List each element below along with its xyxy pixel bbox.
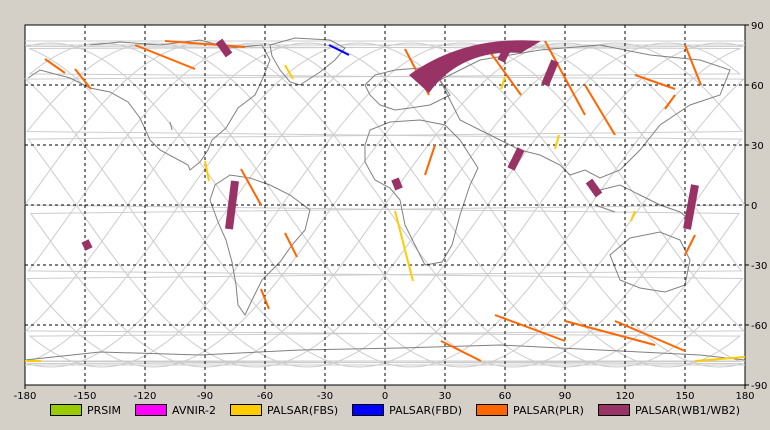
swath-palsar-fbs [500, 76, 506, 90]
y-tick-label: 30 [751, 141, 764, 152]
x-tick-label: 0 [382, 391, 388, 402]
legend-item: PALSAR(FBS) [229, 403, 339, 417]
swath-palsar-plr [440, 340, 482, 362]
coverage-swaths [25, 38, 746, 362]
swath-palsar-plr [424, 144, 436, 176]
swath-palsar-plr [544, 40, 586, 116]
swath-palsar-wb1-wb2 [81, 239, 93, 251]
coast-europe [364, 67, 451, 111]
legend-label: PALSAR(FBS) [266, 403, 339, 417]
swath-palsar-wb1-wb2 [507, 147, 525, 171]
swath-palsar-plr [260, 288, 270, 310]
x-tick-label: 90 [559, 391, 572, 402]
legend-label: PALSAR(PLR) [513, 403, 584, 417]
y-tick-label: -60 [751, 321, 767, 332]
legend-swatch [135, 404, 167, 416]
coast-north-america [27, 39, 271, 171]
map-grid [25, 25, 745, 385]
swath-palsar-fbs [694, 356, 746, 362]
legend-swatch [229, 404, 262, 416]
swath-palsar-fbs [394, 210, 414, 282]
legend-swatch [476, 404, 509, 416]
coast-australia [609, 231, 691, 293]
legend-item: AVNIR-2 [135, 404, 216, 417]
x-axis-ticks: -180 -150 -120 -90 -60 -30 0 30 60 90 120 150 180 [14, 385, 755, 402]
y-axis-ticks: 90 60 30 0 -30 -60 -90 [745, 21, 767, 392]
orbit-track [28, 42, 744, 368]
y-tick-label: -90 [751, 381, 767, 392]
swath-palsar-plr [164, 40, 246, 48]
x-tick-label: -90 [197, 391, 213, 402]
x-tick-label: -60 [257, 391, 273, 402]
x-tick-label: -180 [14, 391, 37, 402]
swath-palsar-plr [584, 84, 616, 136]
swath-palsar-wb1-wb2 [683, 184, 699, 230]
swath-palsar-plr [284, 232, 298, 258]
swath-palsar-fbs [284, 64, 294, 80]
swath-palsar-wb1-wb2 [215, 38, 233, 58]
swath-palsar-plr [240, 168, 262, 206]
legend: PRSIM AVNIR-2 PALSAR(FBS) PALSAR(FBD) PALSAR… [50, 403, 754, 417]
y-tick-label: -30 [751, 261, 767, 272]
x-tick-label: 30 [439, 391, 452, 402]
x-tick-label: 120 [615, 391, 634, 402]
swath-palsar-plr [664, 94, 676, 110]
legend-item: PALSAR(WB1/WB2) [597, 403, 741, 417]
x-tick-label: 150 [675, 391, 694, 402]
coastlines [24, 37, 746, 361]
coast-africa [364, 119, 479, 266]
swath-palsar-plr [134, 44, 196, 70]
x-tick-label: -150 [74, 391, 97, 402]
swath-palsar-plr [684, 44, 702, 86]
swath-palsar-wb1-wb2 [391, 177, 403, 191]
legend-item: PALSAR(FBD) [352, 404, 462, 417]
y-tick-label: 0 [751, 201, 757, 212]
swath-palsar-wb1-wb2 [225, 180, 239, 230]
y-tick-label: 90 [751, 21, 764, 32]
swath-palsar-plr [44, 58, 66, 74]
x-tick-label: 180 [735, 391, 754, 402]
x-tick-label: -120 [134, 391, 157, 402]
swath-palsar-fbs [554, 134, 560, 150]
swath-palsar-plr [494, 314, 566, 342]
coast-greenland [269, 37, 346, 86]
swath-palsar-plr [614, 320, 686, 352]
swath-palsar-plr [634, 74, 676, 90]
legend-label: PALSAR(FBD) [389, 403, 463, 417]
swath-palsar-wb1-wb2 [541, 59, 559, 87]
legend-swatch [597, 404, 630, 416]
swath-palsar-fbs [204, 160, 210, 182]
x-tick-label: 60 [499, 391, 512, 402]
coast-south-america [209, 174, 311, 316]
legend-label: PRSIM [87, 403, 121, 417]
legend-label: PALSAR(WB1/WB2) [634, 403, 741, 417]
orbit-track [28, 42, 746, 368]
swath-palsar-fbs [630, 210, 636, 222]
map-area: -180 -150 -120 -90 -60 -30 0 30 60 90 120 150 180 90… [14, 21, 768, 402]
swath-palsar-wb1-wb2 [409, 40, 541, 93]
x-tick-label: -30 [317, 391, 333, 402]
swath-palsar-plr [684, 234, 696, 256]
legend-swatch [50, 404, 82, 416]
swath-palsar-plr [74, 68, 92, 90]
coast-southeast-asia [594, 184, 691, 221]
coast-antarctica [24, 344, 746, 361]
y-tick-label: 60 [751, 81, 764, 92]
swath-palsar-wb1-wb2 [585, 178, 603, 198]
legend-label: AVNIR-2 [172, 403, 216, 417]
legend-item: PRSIM [50, 404, 121, 417]
swath-palsar-fbd [328, 44, 350, 56]
legend-item: PALSAR(PLR) [476, 404, 584, 417]
swath-palsar-plr [564, 320, 656, 346]
legend-swatch [352, 404, 385, 416]
